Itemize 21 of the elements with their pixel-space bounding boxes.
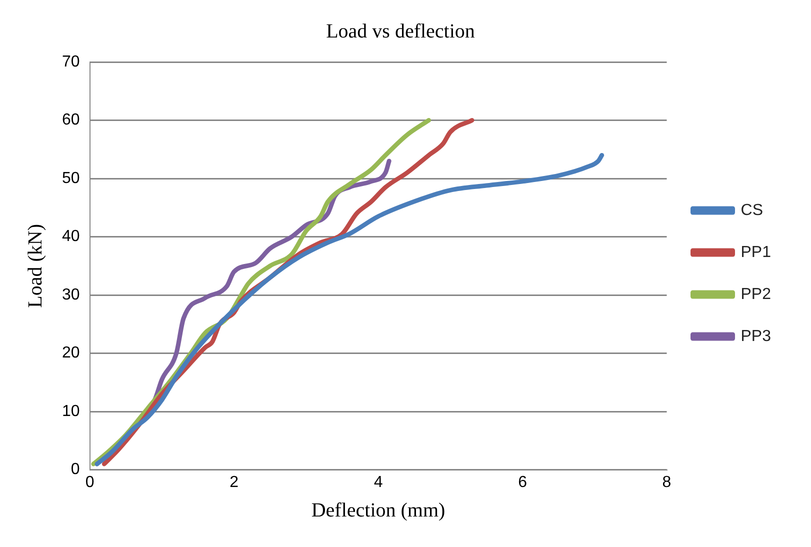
y-tick-label: 30 (62, 286, 80, 304)
y-tick-label: 0 (70, 461, 80, 478)
legend-label: PP3 (740, 328, 772, 345)
legend-label: PP2 (740, 286, 772, 303)
chart-title: Load vs deflection (326, 20, 475, 42)
y-axis-title: Load (kN) (24, 224, 46, 308)
y-tick-label: 10 (62, 402, 80, 420)
x-tick-label: 4 (374, 474, 383, 491)
y-tick-label: 20 (62, 344, 80, 362)
line-series (94, 152, 604, 466)
y-tick-label: 70 (62, 53, 80, 70)
y-tick-label: 60 (62, 112, 80, 129)
x-tick-label: 6 (518, 474, 528, 491)
x-tick-label: 0 (85, 474, 94, 491)
x-axis-title: Deflection (mm) (311, 499, 446, 522)
x-tick-label: 8 (662, 474, 672, 491)
x-tick-label: 2 (230, 474, 239, 491)
y-tick-label: 50 (62, 170, 80, 187)
legend-label: CS (740, 202, 763, 219)
legend-label: PP1 (740, 244, 772, 261)
y-tick-label: 40 (62, 228, 80, 246)
